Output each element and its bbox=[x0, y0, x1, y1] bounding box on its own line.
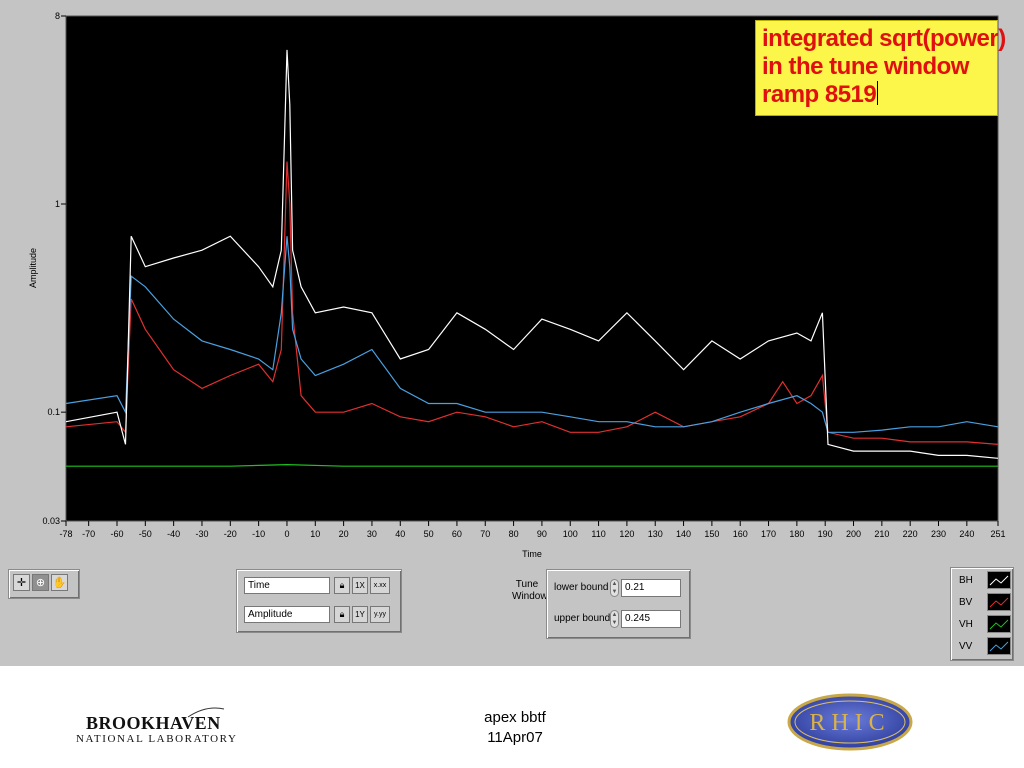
y-autoscale-button[interactable]: 1Y bbox=[352, 606, 368, 623]
x-tick-label: 160 bbox=[733, 529, 748, 539]
footer-line-2: 11Apr07 bbox=[487, 729, 543, 746]
x-tick-label: 140 bbox=[676, 529, 691, 539]
rhic-logo-icon: RHIC bbox=[787, 693, 913, 751]
annotation-line-2: in the tune window bbox=[762, 53, 969, 80]
brookhaven-logo: BROOKHAVEN NATIONAL LABORATORY bbox=[76, 707, 266, 753]
y-tick-label: 0.03 bbox=[42, 516, 60, 526]
x-axis-ticks: -78 -70 -60 -50 -40 -30 -20 -10 0 10 20 30 40 50 60 70 8… bbox=[59, 521, 1006, 539]
x-tick-label: 20 bbox=[339, 529, 349, 539]
x-tick-label: 100 bbox=[563, 529, 578, 539]
legend-label-bv: BV bbox=[959, 597, 973, 608]
x-tick-label: 70 bbox=[480, 529, 490, 539]
tune-window-title-line-1: Tune bbox=[515, 579, 539, 590]
x-tick-label: -10 bbox=[252, 529, 265, 539]
footer-line-1: apex bbtf bbox=[484, 709, 546, 726]
x-tick-label: 0 bbox=[284, 529, 289, 539]
x-tick-label: 210 bbox=[874, 529, 889, 539]
x-autoscale-button[interactable]: 1X bbox=[352, 577, 368, 594]
zoom-tool-icon[interactable]: ⊕ bbox=[32, 574, 49, 591]
x-axis-label: Time bbox=[522, 549, 542, 559]
bnl-name: BROOKHAVEN bbox=[86, 713, 221, 733]
series-line-bh bbox=[65, 49, 999, 459]
annotation-line-1: integrated sqrt(power) bbox=[762, 25, 1006, 52]
rhic-logo: RHIC bbox=[787, 693, 913, 751]
y-axis-label: Amplitude bbox=[28, 248, 38, 288]
legend-label-vv: VV bbox=[959, 641, 973, 652]
plot-legend: BH BV VH VV bbox=[950, 567, 1014, 661]
lower-bound-input[interactable]: 0.21 bbox=[621, 579, 681, 597]
x-tick-label: -60 bbox=[110, 529, 123, 539]
x-tick-label: -30 bbox=[195, 529, 208, 539]
legend-label-vh: VH bbox=[959, 619, 973, 630]
series-line-vv bbox=[65, 236, 999, 433]
logo-swoosh-icon bbox=[187, 707, 225, 718]
series-line-vh bbox=[66, 463, 998, 467]
bnl-subtitle: NATIONAL LABORATORY bbox=[76, 733, 238, 745]
x-tick-label: 60 bbox=[452, 529, 462, 539]
x-tick-label: 90 bbox=[537, 529, 547, 539]
upper-bound-spinner[interactable]: ▲ ▼ bbox=[610, 610, 619, 628]
x-tick-label: 240 bbox=[959, 529, 974, 539]
lower-bound-spinner[interactable]: ▲ ▼ bbox=[610, 579, 619, 597]
y-lock-icon[interactable]: 🔒︎ bbox=[334, 606, 350, 623]
pan-hand-tool-icon[interactable]: ✋ bbox=[51, 574, 68, 591]
scale-legend: Time 🔒︎ 1X x.xx Amplitude 🔒︎ 1Y y.yy bbox=[236, 569, 402, 633]
x-lock-icon[interactable]: 🔒︎ bbox=[334, 577, 350, 594]
y-scale-name-field[interactable]: Amplitude bbox=[244, 606, 330, 623]
x-tick-label: 130 bbox=[648, 529, 663, 539]
x-tick-label: 180 bbox=[789, 529, 804, 539]
x-tick-label: 80 bbox=[509, 529, 519, 539]
graph-panel: 8 1 0.1 0.03 -78 -70 -60 -50 -40 -30 -20 -10 0 10 20 3… bbox=[0, 0, 1024, 666]
y-axis-ticks: 8 1 0.1 0.03 bbox=[42, 11, 66, 526]
y-tick-label: 8 bbox=[55, 11, 60, 21]
x-tick-label: -20 bbox=[224, 529, 237, 539]
y-tick-label: 0.1 bbox=[47, 407, 60, 417]
legend-swatch-vv bbox=[987, 637, 1011, 655]
series-line-bv bbox=[65, 161, 999, 445]
x-tick-label: 220 bbox=[903, 529, 918, 539]
legend-swatch-vh bbox=[987, 615, 1011, 633]
x-tick-label: 50 bbox=[424, 529, 434, 539]
x-tick-label: 170 bbox=[761, 529, 776, 539]
lower-bound-label: lower bound bbox=[554, 582, 609, 593]
x-tick-label: -50 bbox=[139, 529, 152, 539]
tune-window-cluster: lower bound ▲ ▼ 0.21 upper bound ▲ ▼ 0.245 bbox=[546, 569, 691, 639]
annotation-line-3: ramp 8519 bbox=[762, 81, 877, 108]
x-tick-label: 120 bbox=[619, 529, 634, 539]
tune-window-title-line-2: Window bbox=[512, 591, 548, 602]
x-tick-label: -70 bbox=[82, 529, 95, 539]
rhic-logo-text: RHIC bbox=[809, 710, 890, 736]
x-tick-label: 230 bbox=[931, 529, 946, 539]
x-tick-label: 200 bbox=[846, 529, 861, 539]
legend-swatch-bv bbox=[987, 593, 1011, 611]
x-tick-label: 190 bbox=[818, 529, 833, 539]
legend-swatch-bh bbox=[987, 571, 1011, 589]
annotation-box[interactable]: integrated sqrt(power) in the tune windo… bbox=[755, 20, 1006, 116]
x-tick-label: 150 bbox=[704, 529, 719, 539]
y-format-button[interactable]: y.yy bbox=[370, 606, 390, 623]
legend-label-bh: BH bbox=[959, 575, 973, 586]
x-tick-label: 40 bbox=[395, 529, 405, 539]
x-tick-label: 10 bbox=[310, 529, 320, 539]
series-lines bbox=[65, 49, 999, 467]
x-tick-label: 251 bbox=[990, 529, 1005, 539]
graph-palette: ✛ ⊕ ✋ bbox=[8, 569, 80, 599]
x-tick-label: 110 bbox=[591, 529, 605, 539]
upper-bound-label: upper bound bbox=[554, 613, 611, 624]
x-format-button[interactable]: x.xx bbox=[370, 577, 390, 594]
x-tick-label: 30 bbox=[367, 529, 377, 539]
upper-bound-input[interactable]: 0.245 bbox=[621, 610, 681, 628]
x-tick-label: -78 bbox=[59, 529, 72, 539]
y-tick-label: 1 bbox=[55, 199, 60, 209]
x-scale-name-field[interactable]: Time bbox=[244, 577, 330, 594]
crosshair-cursor-tool-icon[interactable]: ✛ bbox=[13, 574, 30, 591]
slide-footer-text: apex bbtf 11Apr07 bbox=[470, 708, 560, 748]
tune-window-title: Tune Window bbox=[512, 579, 548, 603]
text-cursor bbox=[877, 81, 879, 105]
x-tick-label: -40 bbox=[167, 529, 180, 539]
